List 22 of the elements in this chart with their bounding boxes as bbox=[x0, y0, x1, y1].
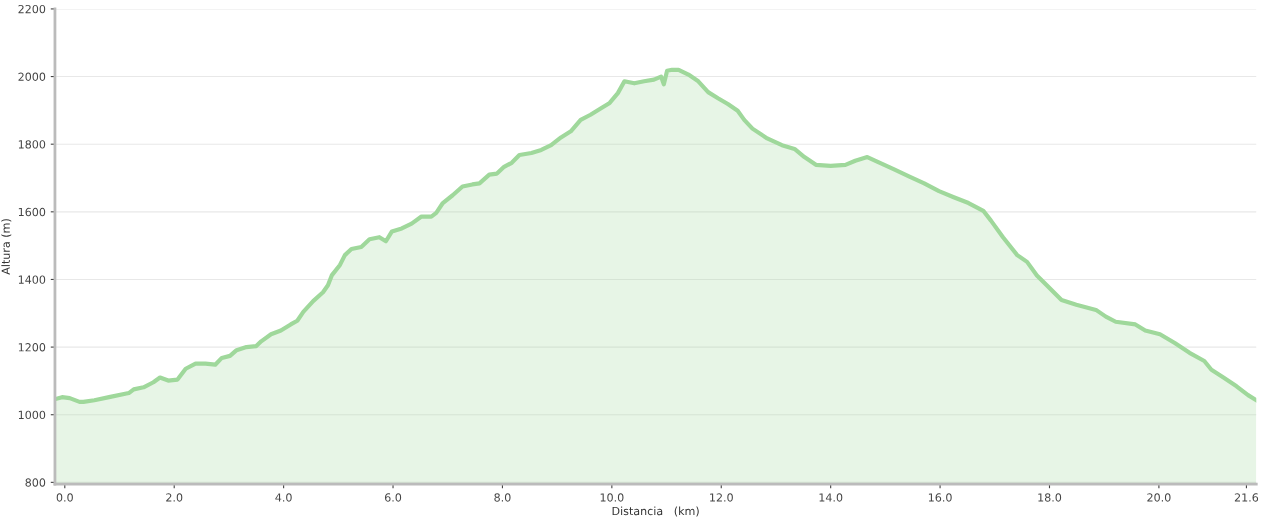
x-tick-label: 21.6 bbox=[1234, 493, 1259, 502]
y-tick-label: 800 bbox=[25, 478, 46, 487]
x-tick-label: 0.0 bbox=[56, 493, 73, 502]
y-tick-label: 1600 bbox=[18, 207, 46, 217]
x-axis-title: Distancia (km) bbox=[612, 506, 699, 517]
x-tick-label: 4.0 bbox=[275, 493, 292, 502]
y-tick-label: 1200 bbox=[18, 343, 46, 352]
x-tick-label: 20.0 bbox=[1147, 493, 1171, 502]
x-tick-label: 12.0 bbox=[710, 493, 733, 502]
x-tick-label: 14.0 bbox=[819, 493, 843, 502]
y-tick-label: 1000 bbox=[18, 410, 46, 420]
x-tick-label: 2.0 bbox=[166, 493, 183, 502]
x-tick-label: 10.0 bbox=[600, 493, 624, 502]
y-tick-label: 1800 bbox=[18, 140, 46, 149]
x-tick-label: 6.0 bbox=[384, 493, 402, 502]
y-tick-label: 1400 bbox=[18, 275, 46, 284]
y-tick-label: 2000 bbox=[18, 72, 46, 81]
x-tick-label: 16.0 bbox=[928, 493, 952, 502]
x-tick-label: 18.0 bbox=[1038, 493, 1062, 502]
y-axis-title: Altura (m) bbox=[1, 219, 12, 275]
y-tick-label: 2200 bbox=[18, 4, 46, 14]
x-tick-label: 8.0 bbox=[494, 493, 511, 502]
